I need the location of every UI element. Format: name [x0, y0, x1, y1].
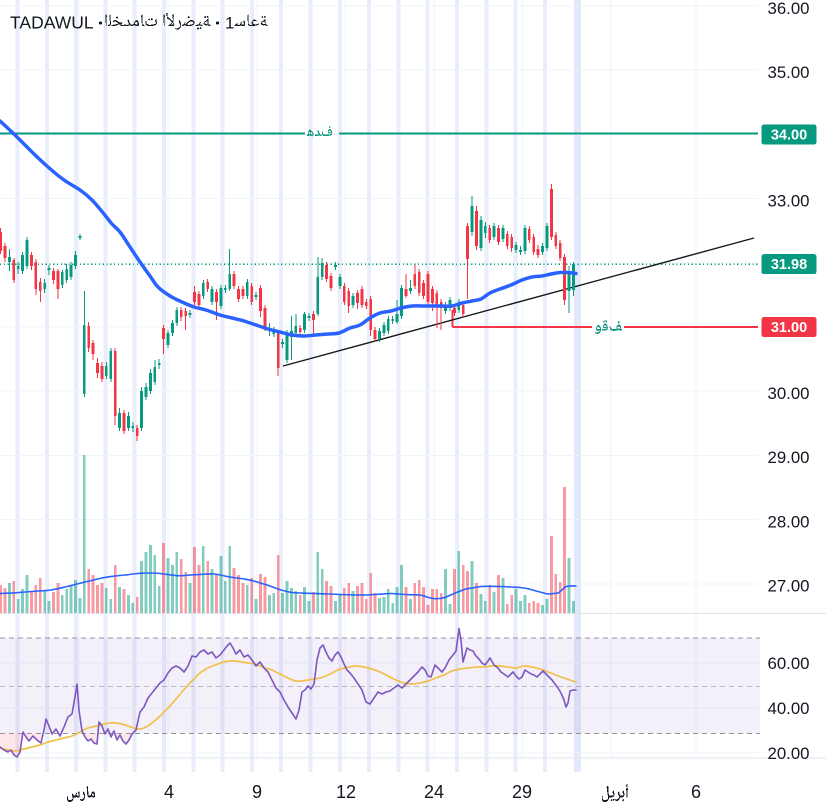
svg-text:28.00: 28.00	[768, 512, 810, 531]
svg-text:24: 24	[424, 782, 444, 802]
svg-text:33.00: 33.00	[768, 191, 810, 210]
svg-text:4: 4	[164, 782, 174, 802]
svg-text:40.00: 40.00	[768, 699, 810, 718]
svg-text:20.00: 20.00	[768, 744, 810, 763]
svg-text:31.00: 31.00	[771, 320, 807, 336]
svg-text:31.98: 31.98	[771, 257, 807, 273]
svg-text:12: 12	[336, 782, 356, 802]
svg-text:29: 29	[512, 782, 532, 802]
svg-text:6: 6	[691, 782, 701, 802]
svg-text:27.00: 27.00	[768, 577, 810, 596]
svg-text:1: 1	[225, 14, 234, 33]
svg-text:36.00: 36.00	[768, 0, 810, 18]
svg-text:9: 9	[252, 782, 262, 802]
svg-text:60.00: 60.00	[768, 654, 810, 673]
svg-text:34.00: 34.00	[771, 128, 807, 144]
svg-text:30.00: 30.00	[768, 384, 810, 403]
svg-text:TADAWUL: TADAWUL	[10, 13, 94, 33]
svg-text:29.00: 29.00	[768, 448, 810, 467]
svg-text:35.00: 35.00	[768, 63, 810, 82]
